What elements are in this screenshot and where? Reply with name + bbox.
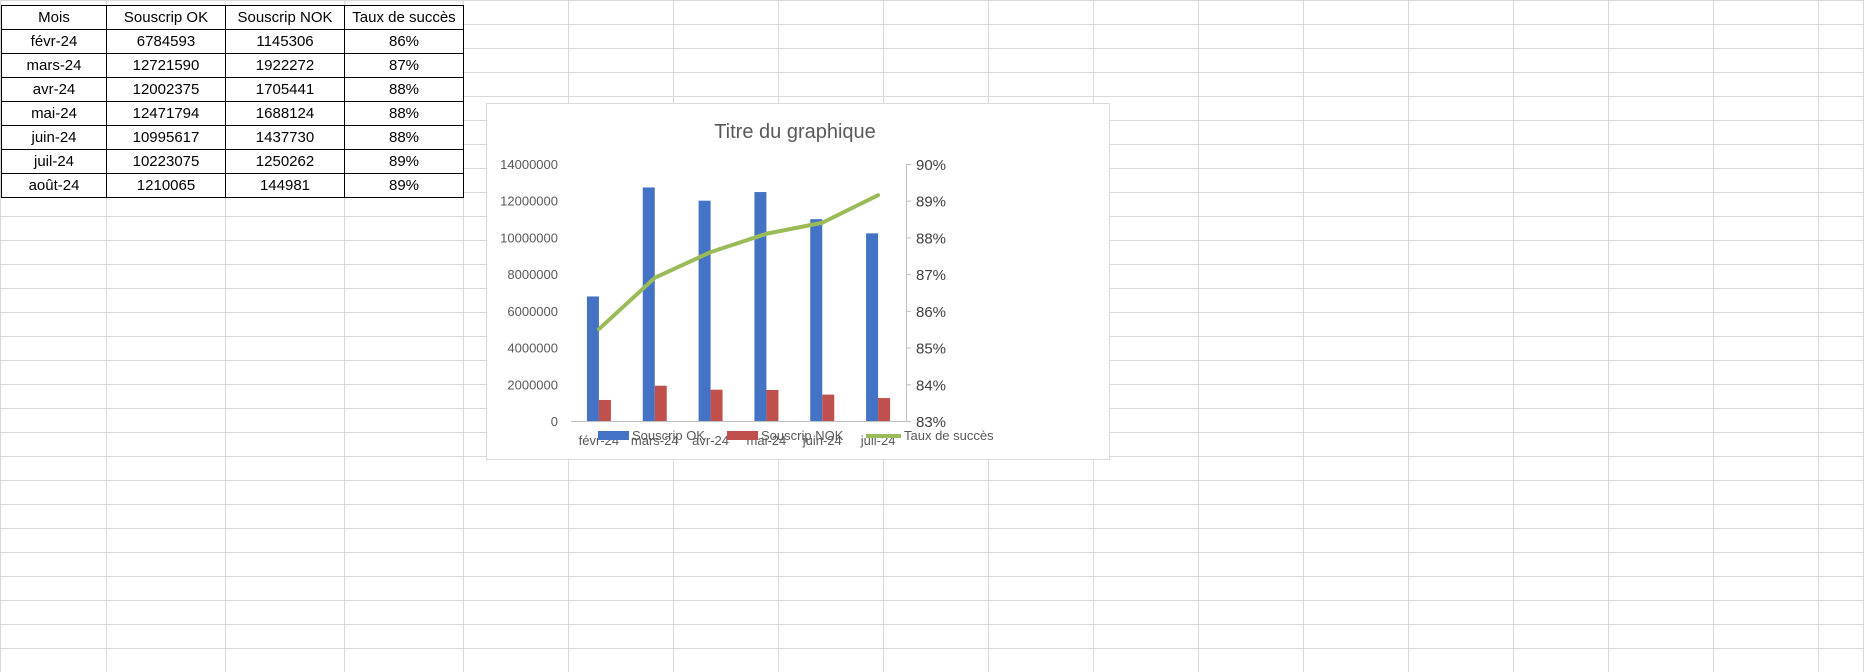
y-left-tick-label: 14000000 xyxy=(500,157,558,172)
table-cell[interactable]: juin-24 xyxy=(1,125,107,150)
table-cell[interactable]: Souscrip NOK xyxy=(225,5,345,30)
combo-chart[interactable]: Titre du graphique 0 2000000 4000000 6000000… xyxy=(486,103,1110,460)
table-row: mai-24 12471794 1688124 88% xyxy=(1,101,464,126)
y-left-tick-label: 12000000 xyxy=(500,194,558,209)
legend-label: Taux de succès xyxy=(904,428,994,443)
legend-swatch xyxy=(727,431,758,440)
table-cell[interactable]: 89% xyxy=(344,173,464,198)
table-cell[interactable]: 88% xyxy=(344,77,464,102)
table-cell[interactable]: 12471794 xyxy=(106,101,226,126)
chart-area xyxy=(486,103,1110,460)
table-row: août-24 1210065 144981 89% xyxy=(1,173,464,198)
table-header-row: Mois Souscrip OK Souscrip NOK Taux de succè… xyxy=(1,5,464,30)
legend-label: Souscrip OK xyxy=(632,428,705,443)
table-row: avr-24 12002375 1705441 88% xyxy=(1,77,464,102)
table-cell[interactable]: 1705441 xyxy=(225,77,345,102)
table-cell[interactable]: 89% xyxy=(344,149,464,174)
table-cell[interactable]: 12721590 xyxy=(106,53,226,78)
x-tick-label: juin-24 xyxy=(802,433,842,448)
table-cell[interactable]: 1145306 xyxy=(225,29,345,54)
table-cell[interactable]: 1437730 xyxy=(225,125,345,150)
table-cell[interactable]: 12002375 xyxy=(106,77,226,102)
table-cell[interactable]: 1688124 xyxy=(225,101,345,126)
y-right-tick-label: 85% xyxy=(916,341,946,358)
table-cell[interactable]: 1922272 xyxy=(225,53,345,78)
table-cell[interactable]: 6784593 xyxy=(106,29,226,54)
table-row: mars-24 12721590 1922272 87% xyxy=(1,53,464,78)
bar-souscrip-ok[interactable] xyxy=(698,200,711,421)
table-cell[interactable]: 1250262 xyxy=(225,149,345,174)
table-cell[interactable]: juil-24 xyxy=(1,149,107,174)
y-right-tick-label: 83% xyxy=(916,414,946,431)
table-cell[interactable]: mai-24 xyxy=(1,101,107,126)
y-left-tick-label: 2000000 xyxy=(507,377,558,392)
y-right-tick-label: 88% xyxy=(916,230,946,247)
legend-swatch xyxy=(598,431,629,440)
table-cell[interactable]: avr-24 xyxy=(1,77,107,102)
table-row: juil-24 10223075 1250262 89% xyxy=(1,149,464,174)
bar-souscrip-nok[interactable] xyxy=(654,385,667,421)
bar-souscrip-nok[interactable] xyxy=(766,390,779,421)
y-right-tick-label: 84% xyxy=(916,377,946,394)
table-cell[interactable]: Taux de succès xyxy=(344,5,464,30)
table-cell[interactable]: 86% xyxy=(344,29,464,54)
y-left-tick-label: 6000000 xyxy=(507,304,558,319)
y-left-tick-label: 4000000 xyxy=(507,341,558,356)
y-right-tick-label: 87% xyxy=(916,267,946,284)
table-cell[interactable]: févr-24 xyxy=(1,29,107,54)
table-cell[interactable]: 10223075 xyxy=(106,149,226,174)
bar-souscrip-nok[interactable] xyxy=(710,389,723,421)
bar-souscrip-nok[interactable] xyxy=(598,399,611,421)
table-cell[interactable]: mars-24 xyxy=(1,53,107,78)
table-cell[interactable]: 88% xyxy=(344,125,464,150)
table-cell[interactable]: Souscrip OK xyxy=(106,5,226,30)
data-table-body: Mois Souscrip OK Souscrip NOK Taux de succè… xyxy=(1,5,464,198)
bar-souscrip-ok[interactable] xyxy=(866,233,879,421)
y-right-tick-label: 89% xyxy=(916,194,946,211)
chart-title: Titre du graphique xyxy=(714,121,876,143)
legend-label: Souscrip NOK xyxy=(761,428,844,443)
bar-souscrip-ok[interactable] xyxy=(586,296,599,421)
bar-souscrip-nok[interactable] xyxy=(822,394,835,421)
table-cell[interactable]: 1210065 xyxy=(106,173,226,198)
table-cell[interactable]: 10995617 xyxy=(106,125,226,150)
table-cell[interactable]: Mois xyxy=(1,5,107,30)
y-left-tick-label: 10000000 xyxy=(500,230,558,245)
table-cell[interactable]: 87% xyxy=(344,53,464,78)
y-right-tick-label: 86% xyxy=(916,304,946,321)
bar-souscrip-ok[interactable] xyxy=(810,219,823,421)
bar-souscrip-nok[interactable] xyxy=(878,398,891,421)
data-table: Mois Souscrip OK Souscrip NOK Taux de succè… xyxy=(1,5,464,198)
x-tick-label: avr-24 xyxy=(692,433,729,448)
table-row: juin-24 10995617 1437730 88% xyxy=(1,125,464,150)
table-cell[interactable]: 144981 xyxy=(225,173,345,198)
bar-souscrip-ok[interactable] xyxy=(642,187,655,421)
table-row: févr-24 6784593 1145306 86% xyxy=(1,29,464,54)
y-left-tick-label: 0 xyxy=(551,414,558,429)
bar-souscrip-ok[interactable] xyxy=(754,192,767,421)
line-taux-de-succes[interactable] xyxy=(596,193,881,332)
y-right-tick-label: 90% xyxy=(916,157,946,174)
x-tick-label: mars-24 xyxy=(631,433,679,448)
table-cell[interactable]: août-24 xyxy=(1,173,107,198)
y-left-tick-label: 8000000 xyxy=(507,267,558,282)
table-cell[interactable]: 88% xyxy=(344,101,464,126)
